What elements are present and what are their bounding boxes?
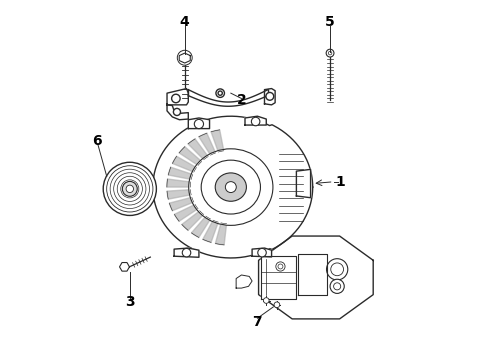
Text: 6: 6 [93,134,102,148]
Ellipse shape [215,173,246,201]
Circle shape [117,176,143,202]
Circle shape [278,264,283,269]
Polygon shape [215,223,226,245]
Polygon shape [179,147,202,166]
Text: 2: 2 [237,93,246,107]
Polygon shape [252,248,271,257]
Polygon shape [236,275,252,288]
Text: 7: 7 [252,315,262,329]
Polygon shape [167,190,191,199]
Polygon shape [188,139,208,160]
Polygon shape [167,89,188,105]
Circle shape [330,279,344,293]
Polygon shape [265,89,275,105]
Polygon shape [167,105,188,120]
Polygon shape [259,236,373,319]
Circle shape [326,259,348,280]
Circle shape [331,263,343,276]
Ellipse shape [189,149,273,225]
Polygon shape [174,204,198,221]
Circle shape [326,49,334,57]
Circle shape [114,173,146,205]
Polygon shape [192,216,211,238]
Circle shape [258,248,266,257]
Circle shape [218,91,222,95]
Circle shape [328,51,332,55]
Polygon shape [261,256,296,299]
Polygon shape [168,167,193,179]
Circle shape [128,187,132,191]
Polygon shape [296,169,311,198]
Polygon shape [182,211,204,230]
Ellipse shape [201,160,261,214]
Circle shape [251,117,260,126]
Circle shape [173,108,180,116]
Polygon shape [172,156,196,172]
Polygon shape [199,133,216,155]
Polygon shape [179,53,190,63]
Text: 1: 1 [336,175,345,189]
Polygon shape [188,118,210,129]
Circle shape [334,283,341,290]
Polygon shape [153,116,313,258]
Circle shape [182,54,188,61]
Circle shape [266,93,274,100]
Polygon shape [245,116,266,125]
Circle shape [103,162,156,215]
Text: 5: 5 [325,15,335,29]
Circle shape [122,181,137,196]
Polygon shape [188,90,268,106]
Circle shape [126,185,134,193]
Polygon shape [298,255,326,295]
Polygon shape [120,262,129,271]
Polygon shape [167,179,191,187]
Circle shape [172,94,180,103]
Circle shape [182,248,191,257]
Circle shape [177,50,192,65]
Circle shape [195,120,203,129]
Circle shape [274,302,280,307]
Circle shape [110,169,149,208]
Text: 3: 3 [125,295,135,309]
Circle shape [216,89,224,98]
Polygon shape [174,248,199,257]
Circle shape [276,262,285,271]
Circle shape [124,183,135,194]
Circle shape [121,180,139,198]
Polygon shape [203,220,218,242]
Polygon shape [170,197,194,211]
Text: 4: 4 [180,15,190,29]
Circle shape [264,298,269,303]
Circle shape [107,166,153,212]
Polygon shape [211,130,224,152]
Circle shape [225,182,236,193]
